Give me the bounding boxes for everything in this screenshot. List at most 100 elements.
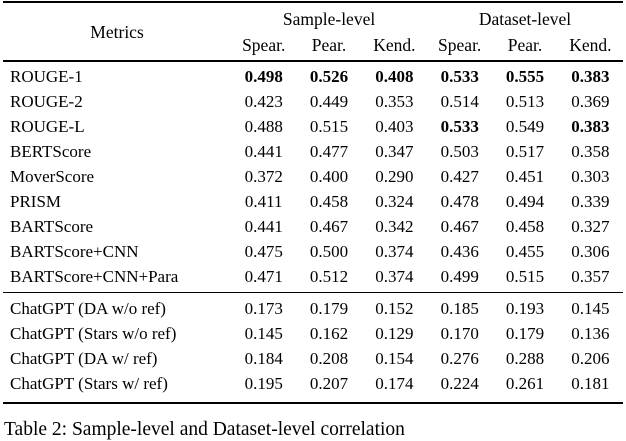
value-cell: 0.514 [440, 92, 479, 112]
table-row: ROUGE-1 0.498 0.526 0.408 0.533 0.555 0.383 [3, 61, 623, 90]
sample-spearman-header: Spear. [242, 34, 286, 55]
value-cell: 0.400 [309, 167, 349, 186]
metric-name: BARTScore+CNN [10, 241, 139, 261]
table-header: Metrics Sample-level Dataset-level Spear… [3, 2, 623, 61]
value-cell: 0.526 [309, 67, 349, 87]
table-caption: Table 2: Sample-level and Dataset-level … [4, 419, 405, 440]
dataset-kendall-header: Kend. [569, 34, 612, 55]
value-cell: 0.179 [309, 299, 349, 319]
value-cell: 0.411 [244, 191, 283, 211]
metric-name: ChatGPT (Stars w/o ref) [10, 324, 177, 344]
value-cell: 0.427 [440, 167, 479, 186]
table-row: MoverScore 0.372 0.400 0.290 0.427 0.451 0.303 [3, 165, 623, 190]
table-row: ROUGE-L 0.488 0.515 0.403 0.533 0.549 0.383 [3, 115, 623, 140]
value-cell: 0.478 [440, 191, 479, 211]
value-cell: 0.436 [440, 241, 479, 261]
metric-name: ROUGE-2 [10, 92, 83, 112]
baseline-metrics-section: ROUGE-1 0.498 0.526 0.408 0.533 0.555 0.383 ROU… [3, 61, 623, 293]
value-cell: 0.477 [309, 142, 349, 162]
table-row: BARTScore 0.441 0.467 0.342 0.467 0.458 0.327 [3, 214, 623, 239]
value-cell: 0.515 [505, 266, 545, 286]
table-row: ChatGPT (Stars w/o ref) 0.145 0.162 0.129 0.… [3, 322, 623, 347]
value-cell: 0.403 [375, 117, 414, 137]
value-cell: 0.458 [505, 216, 545, 236]
dataset-pearson-header: Pear. [507, 34, 543, 55]
value-cell: 0.327 [571, 216, 610, 236]
value-cell: 0.499 [440, 266, 479, 286]
correlation-results-table: Metrics Sample-level Dataset-level Spear… [3, 1, 623, 404]
value-cell: 0.170 [440, 324, 479, 344]
table-row: PRISM 0.411 0.458 0.324 0.478 0.494 0.339 [3, 189, 623, 214]
value-cell: 0.136 [571, 324, 610, 344]
dataset-level-group-header: Dataset-level [478, 8, 572, 29]
value-cell: 0.184 [244, 349, 283, 369]
value-cell: 0.467 [309, 216, 349, 236]
value-cell: 0.374 [375, 266, 414, 286]
value-cell: 0.512 [309, 266, 349, 286]
table-row: BARTScore+CNN 0.475 0.500 0.374 0.436 0.455 0.… [3, 239, 623, 264]
value-cell: 0.451 [505, 167, 545, 186]
value-cell: 0.458 [309, 191, 349, 211]
metric-name: ROUGE-1 [10, 67, 83, 87]
value-cell: 0.488 [244, 117, 283, 137]
value-cell: 0.494 [505, 191, 545, 211]
value-cell: 0.500 [309, 241, 349, 261]
value-cell: 0.533 [440, 117, 479, 137]
metric-name: ROUGE-L [10, 117, 85, 137]
value-cell: 0.224 [440, 374, 479, 394]
metric-name: PRISM [10, 191, 62, 211]
value-cell: 0.276 [440, 349, 479, 369]
metrics-column-header: Metrics [90, 22, 144, 42]
value-cell: 0.517 [505, 142, 545, 162]
value-cell: 0.206 [571, 349, 610, 369]
value-cell: 0.408 [375, 67, 414, 87]
value-cell: 0.357 [571, 266, 610, 286]
table-row: ROUGE-2 0.423 0.449 0.353 0.514 0.513 0.369 [3, 90, 623, 115]
value-cell: 0.162 [309, 324, 349, 344]
sample-pearson-header: Pear. [311, 34, 347, 55]
value-cell: 0.181 [571, 374, 610, 394]
value-cell: 0.342 [375, 216, 414, 236]
metric-name: BARTScore [10, 216, 94, 236]
table-row: ChatGPT (Stars w/ ref) 0.195 0.207 0.174 0.2… [3, 372, 623, 403]
value-cell: 0.358 [571, 142, 610, 162]
metric-name: ChatGPT (Stars w/ ref) [10, 374, 168, 394]
sample-kendall-header: Kend. [373, 34, 416, 55]
value-cell: 0.290 [375, 167, 414, 186]
value-cell: 0.503 [440, 142, 479, 162]
value-cell: 0.369 [571, 92, 610, 112]
value-cell: 0.154 [375, 349, 414, 369]
value-cell: 0.383 [571, 67, 610, 87]
metric-name: BARTScore+CNN+Para [10, 266, 179, 286]
value-cell: 0.515 [309, 117, 349, 137]
table-row: ChatGPT (DA w/ ref) 0.184 0.208 0.154 0.276 0… [3, 347, 623, 372]
value-cell: 0.383 [571, 117, 610, 137]
value-cell: 0.449 [309, 92, 349, 112]
table-row: ChatGPT (DA w/o ref) 0.173 0.179 0.152 0.185… [3, 293, 623, 322]
value-cell: 0.475 [244, 241, 283, 261]
value-cell: 0.374 [375, 241, 414, 261]
value-cell: 0.498 [244, 67, 283, 87]
value-cell: 0.152 [375, 299, 414, 319]
header-group-row: Metrics Sample-level Dataset-level [3, 2, 623, 43]
value-cell: 0.195 [244, 374, 283, 394]
value-cell: 0.347 [375, 142, 414, 162]
value-cell: 0.441 [244, 216, 283, 236]
table-row: BARTScore+CNN+Para 0.471 0.512 0.374 0.499 0.… [3, 264, 623, 292]
value-cell: 0.179 [505, 324, 545, 344]
value-cell: 0.549 [505, 117, 545, 137]
value-cell: 0.467 [440, 216, 479, 236]
metric-name: ChatGPT (DA w/ ref) [10, 349, 158, 369]
value-cell: 0.353 [375, 92, 414, 112]
header-sub-row: Spear. Pear. Kend. Spear. Pear. Kend. [3, 33, 623, 61]
value-cell: 0.193 [505, 299, 545, 319]
value-cell: 0.208 [309, 349, 349, 369]
value-cell: 0.513 [505, 92, 545, 112]
metric-name: MoverScore [10, 167, 95, 186]
value-cell: 0.471 [244, 266, 283, 286]
value-cell: 0.129 [375, 324, 414, 344]
value-cell: 0.173 [244, 299, 283, 319]
value-cell: 0.441 [244, 142, 283, 162]
metric-name: ChatGPT (DA w/o ref) [10, 299, 166, 319]
